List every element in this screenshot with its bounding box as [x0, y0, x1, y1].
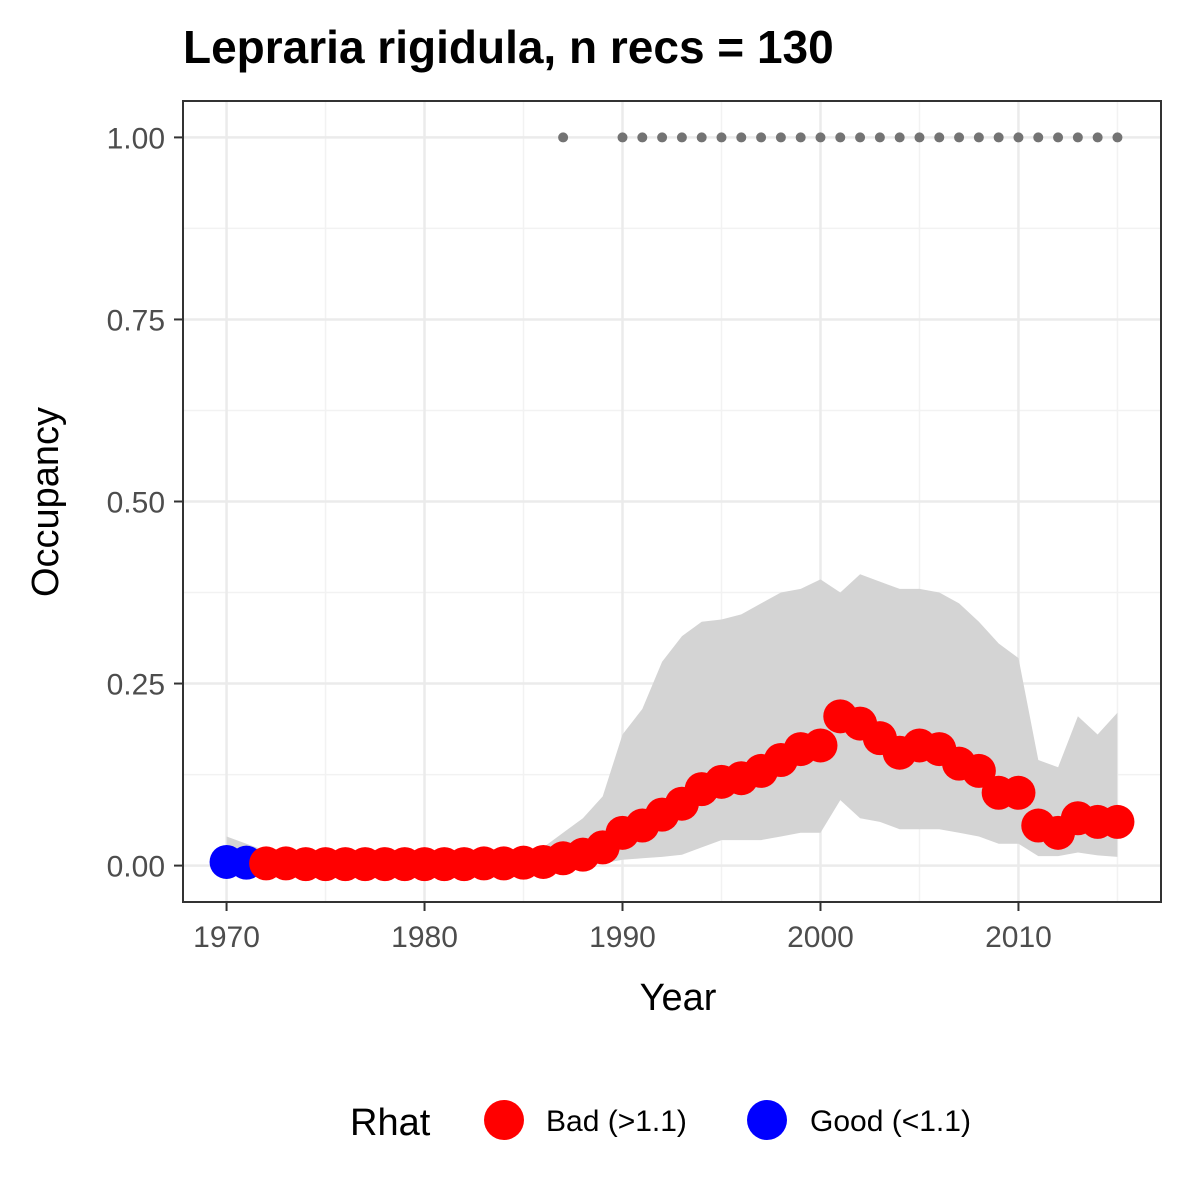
y-tick-label: 0.00 — [107, 851, 165, 884]
record-marker — [696, 132, 707, 143]
chart-title: Lepraria rigidula, n recs = 130 — [183, 21, 834, 73]
y-axis-title: Occupancy — [25, 407, 67, 597]
occupancy-point — [803, 728, 838, 763]
record-marker — [954, 132, 965, 143]
record-marker — [617, 132, 628, 143]
x-tick-label: 1970 — [193, 921, 260, 954]
x-tick-label: 2000 — [787, 921, 854, 954]
record-marker — [1053, 132, 1064, 143]
record-markers — [558, 132, 1123, 143]
record-marker — [1033, 132, 1044, 143]
occupancy-point — [1100, 804, 1135, 839]
record-marker — [914, 132, 925, 143]
record-marker — [795, 132, 806, 143]
record-marker — [657, 132, 668, 143]
record-marker — [676, 132, 687, 143]
record-marker — [1013, 132, 1024, 143]
y-tick-label: 1.00 — [107, 122, 165, 155]
x-axis-title: Year — [640, 977, 717, 1019]
y-tick-label: 0.50 — [107, 487, 165, 520]
record-marker — [934, 132, 945, 143]
record-marker — [874, 132, 885, 143]
record-marker — [855, 132, 866, 143]
x-tick-label: 2010 — [985, 921, 1052, 954]
occupancy-points — [209, 699, 1135, 882]
axis-ticks: 1970 1980 1990 2000 2010 0.00 0.25 0.50 0.75 1.00 — [107, 122, 1052, 954]
record-marker — [756, 132, 767, 143]
record-marker — [894, 132, 905, 143]
y-tick-label: 0.75 — [107, 304, 165, 337]
record-marker — [835, 132, 846, 143]
record-marker — [973, 132, 984, 143]
occupancy-point — [1001, 775, 1036, 810]
legend-label-good: Good (<1.1) — [810, 1105, 971, 1138]
record-marker — [558, 132, 569, 143]
x-tick-label: 1980 — [391, 921, 458, 954]
record-marker — [775, 132, 786, 143]
occupancy-point — [961, 753, 996, 788]
record-marker — [993, 132, 1004, 143]
credible-interval-ribbon — [226, 574, 1118, 866]
legend-title: Rhat — [350, 1102, 431, 1144]
record-marker — [736, 132, 747, 143]
legend-label-bad: Bad (>1.1) — [546, 1105, 687, 1138]
legend: Rhat Bad (>1.1) Good (<1.1) — [350, 1100, 971, 1144]
legend-key-bad — [484, 1100, 524, 1140]
record-marker — [716, 132, 727, 143]
record-marker — [637, 132, 648, 143]
record-marker — [815, 132, 826, 143]
record-marker — [1092, 132, 1103, 143]
y-tick-label: 0.25 — [107, 669, 165, 702]
record-marker — [1112, 132, 1123, 143]
x-tick-label: 1990 — [589, 921, 656, 954]
record-marker — [1072, 132, 1083, 143]
legend-key-good — [747, 1100, 787, 1140]
